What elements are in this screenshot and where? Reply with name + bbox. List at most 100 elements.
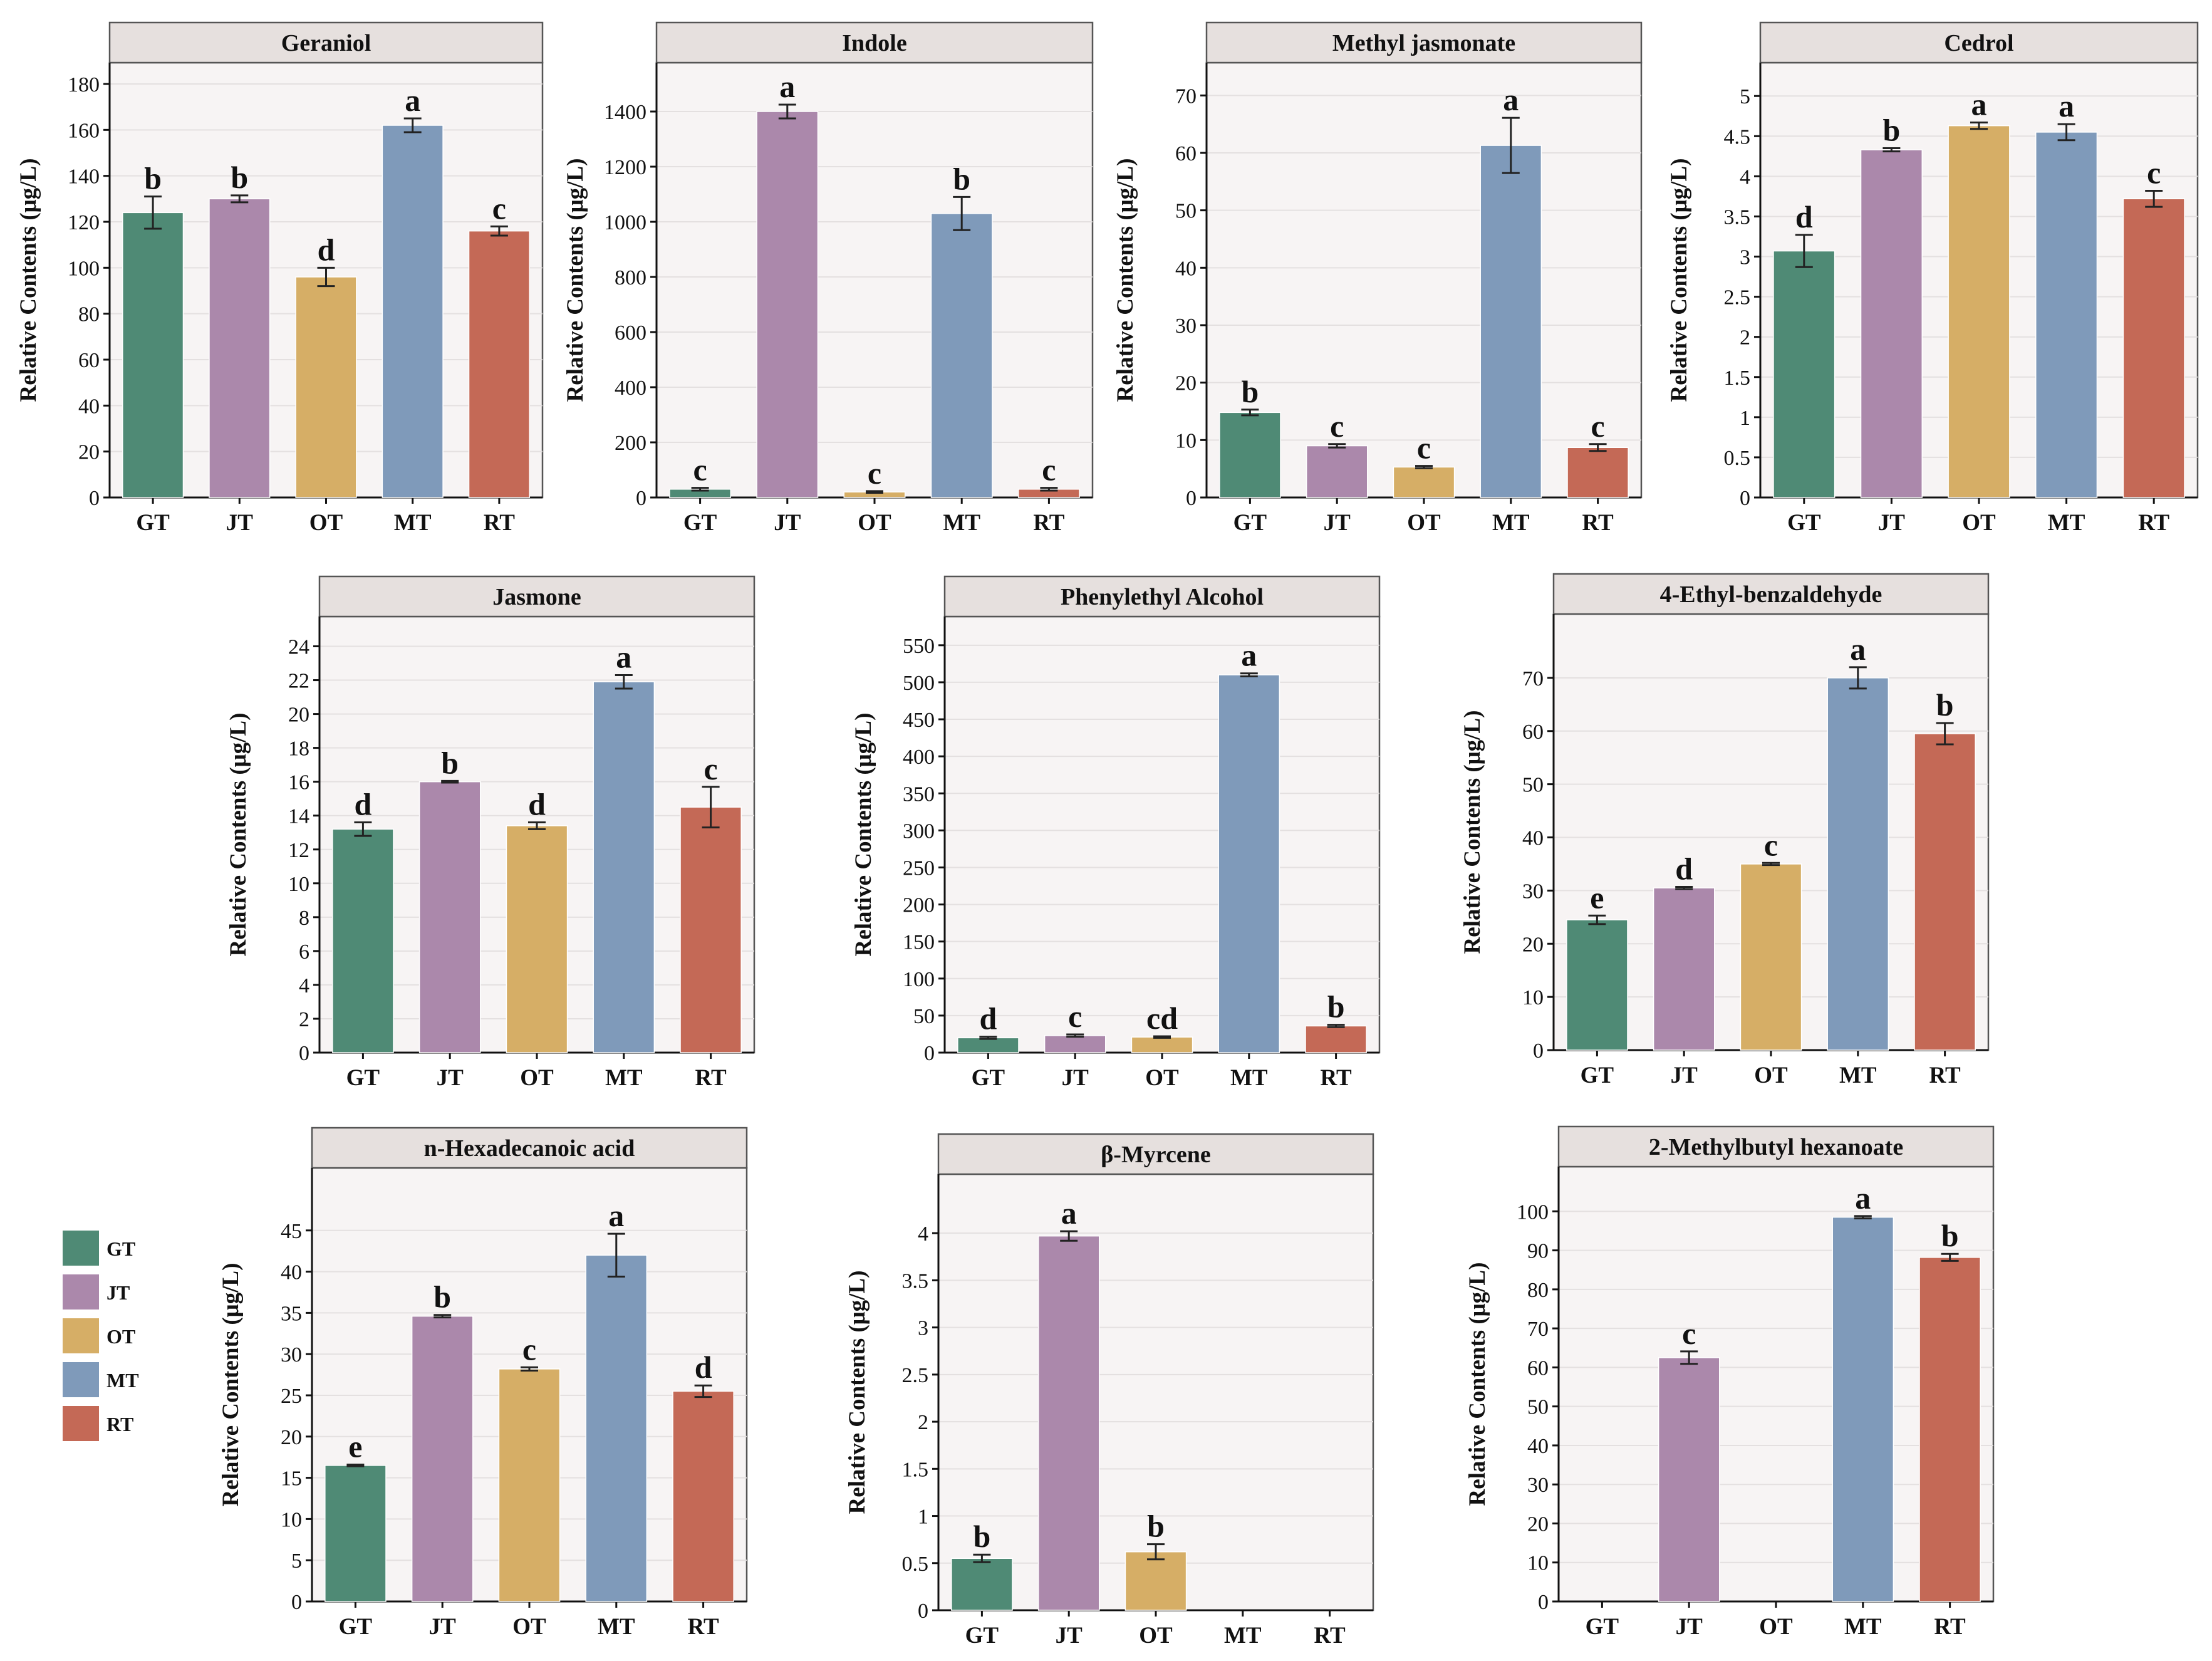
y-axis-label: Relative Contents (μg/L) [226, 713, 251, 957]
y-tick-label: 2 [918, 1411, 928, 1434]
significance-letter: c [1591, 409, 1604, 444]
y-tick-label: 24 [288, 636, 309, 659]
chart-title: n-Hexadecanoic acid [424, 1135, 635, 1162]
y-axis-label: Relative Contents (μg/L) [563, 159, 588, 402]
y-tick-label: 0 [89, 487, 100, 510]
bar-rt [468, 230, 531, 498]
significance-letter: a [779, 69, 795, 104]
x-tick-label: OT [512, 1614, 546, 1640]
significance-letter: c [2147, 155, 2161, 190]
y-tick-label: 50 [913, 1005, 935, 1028]
bar-mt [585, 1254, 648, 1602]
chart-panel-8: n-Hexadecanoic acid 0 5 10 15 20 25 30 35 40 45 Rel… [218, 1127, 748, 1640]
plot-area [943, 615, 1381, 1054]
bar-gt [122, 212, 184, 498]
significance-letter: b [1147, 1509, 1165, 1544]
y-tick-label: 22 [288, 670, 309, 693]
significance-letter: c [693, 452, 707, 487]
y-tick-label: 60 [1527, 1356, 1549, 1380]
x-tick-label: JT [1062, 1065, 1089, 1091]
x-tick-label: RT [695, 1065, 727, 1091]
x-tick-label: RT [1934, 1614, 1966, 1640]
x-tick-label: MT [605, 1065, 643, 1091]
chart-title: 2-Methylbutyl hexanoate [1649, 1134, 1903, 1160]
bar-mt [1827, 677, 1889, 1051]
legend-swatch-mt [63, 1362, 99, 1397]
y-tick-label: 35 [281, 1302, 302, 1325]
x-tick-label: GT [1787, 510, 1821, 536]
chart-title: 4-Ethyl-benzaldehyde [1660, 581, 1882, 608]
x-tick-label: MT [943, 510, 980, 536]
bar-gt [1219, 412, 1281, 498]
title-strip [318, 575, 756, 618]
y-tick-label: 500 [903, 672, 935, 695]
y-tick-label: 2 [1740, 326, 1750, 350]
legend-label-mt: MT [106, 1369, 139, 1392]
significance-letter: e [1590, 880, 1604, 915]
y-tick-label: 0 [1538, 1591, 1549, 1614]
chart-title: Cedrol [1944, 30, 2013, 56]
chart-title: β-Myrcene [1101, 1142, 1210, 1168]
bar-ot [498, 1368, 561, 1602]
significance-letter: a [1241, 638, 1257, 673]
y-tick-label: 3 [918, 1317, 928, 1340]
y-tick-label: 0 [291, 1591, 302, 1614]
x-tick-label: RT [1929, 1063, 1961, 1088]
x-tick-label: JT [1878, 510, 1906, 536]
x-tick-label: JT [226, 510, 254, 536]
bar-ot [1393, 466, 1455, 498]
x-tick-label: OT [309, 510, 343, 536]
y-tick-label: 4.5 [1724, 125, 1751, 148]
y-tick-label: 100 [68, 257, 100, 280]
x-tick-label: GT [1233, 510, 1267, 536]
y-tick-label: 1400 [604, 101, 646, 124]
y-tick-label: 300 [903, 820, 935, 843]
bar-jt [1653, 887, 1715, 1051]
significance-letter: b [1941, 1218, 1959, 1253]
y-tick-label: 400 [903, 746, 935, 769]
title-strip [1557, 1125, 1995, 1168]
legend-label-ot: OT [106, 1325, 135, 1348]
y-tick-label: 60 [78, 349, 100, 372]
chart-panel-6: Phenylethyl Alcohol 0 50 100 150 200 250 300 350… [851, 575, 1381, 1091]
legend-label-rt: RT [106, 1413, 133, 1435]
legend-swatch-rt [63, 1406, 99, 1441]
significance-letter: a [616, 639, 631, 674]
bar-mt [593, 681, 655, 1053]
y-tick-label: 0 [299, 1042, 309, 1065]
x-tick-label: JT [774, 510, 801, 536]
chart-panel-4: Cedrol 0 0.5 1 1.5 2 2.5 3 3.5 4 4.5 5 Relative Cont… [1666, 21, 2199, 536]
title-strip [655, 21, 1094, 64]
significance-letter: a [1850, 632, 1866, 667]
bar-mt [1480, 145, 1542, 498]
bar-rt [1919, 1257, 1981, 1602]
x-tick-label: RT [1033, 510, 1064, 536]
title-strip [943, 575, 1381, 618]
y-tick-label: 25 [281, 1385, 302, 1408]
x-tick-label: MT [394, 510, 432, 536]
x-tick-label: OT [1407, 510, 1441, 536]
significance-letter: a [608, 1198, 624, 1233]
significance-letter: b [231, 160, 248, 195]
y-tick-label: 140 [68, 165, 100, 189]
y-tick-label: 550 [903, 635, 935, 658]
y-tick-label: 150 [903, 931, 935, 954]
y-tick-label: 10 [1527, 1552, 1549, 1575]
y-axis-label: Relative Contents (μg/L) [1465, 1263, 1490, 1506]
significance-letter: a [1503, 82, 1519, 117]
y-tick-label: 800 [615, 266, 646, 289]
significance-letter: c [1417, 430, 1431, 466]
chart-title: Phenylethyl Alcohol [1061, 584, 1264, 610]
bar-rt [680, 806, 742, 1053]
x-tick-label: OT [1754, 1063, 1788, 1088]
y-axis-label: Relative Contents (μg/L) [851, 713, 876, 957]
legend-swatch-gt [63, 1231, 99, 1266]
y-tick-label: 40 [78, 395, 100, 418]
chart-title: Indole [842, 30, 906, 56]
bar-ot [1740, 863, 1802, 1051]
y-tick-label: 1.5 [902, 1458, 929, 1481]
y-tick-label: 5 [1740, 85, 1750, 108]
y-tick-label: 70 [1527, 1318, 1549, 1341]
y-tick-label: 40 [1527, 1435, 1549, 1458]
significance-letter: b [1882, 113, 1900, 148]
